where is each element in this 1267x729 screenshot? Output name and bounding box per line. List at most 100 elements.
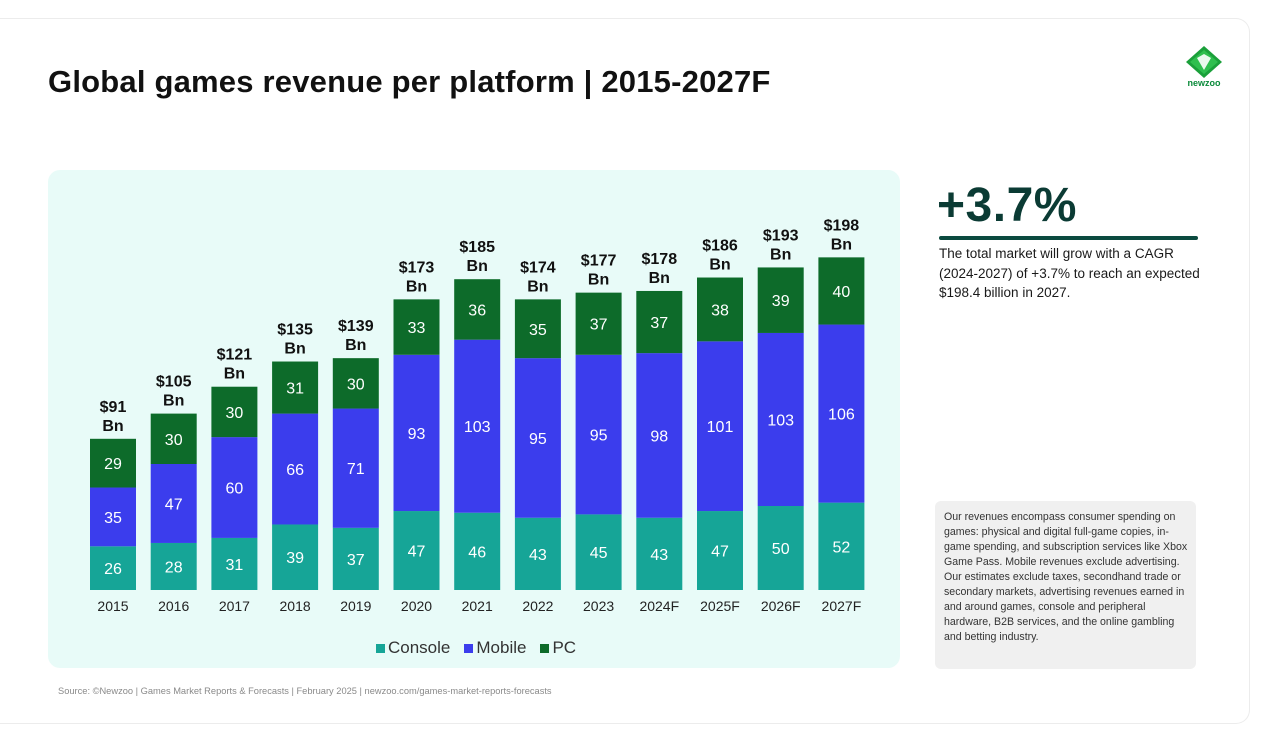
cagr-divider [939, 236, 1198, 240]
bar-label-mobile-2022: 95 [529, 431, 547, 448]
bar-pc-2022 [514, 299, 561, 359]
source-footnote: Source: ©Newzoo | Games Market Reports &… [58, 686, 552, 696]
chart-panel: 26 35 29 $91 Bn 2015 28 47 30 $105 Bn 2016 31 60 30 $12… [48, 170, 900, 668]
logo-text: newzoo [1187, 78, 1221, 88]
bar-label-console-2020: 47 [408, 544, 426, 561]
total-unit-label-2019: Bn [345, 337, 366, 354]
bar-label-console-2021: 46 [468, 544, 486, 561]
x-tick-label-2021: 2021 [462, 598, 493, 614]
bar-label-mobile-2017: 60 [226, 481, 244, 498]
bar-console-2022 [514, 517, 561, 590]
total-label-2025F: $186 [702, 238, 738, 255]
bar-console-2027F [818, 502, 865, 590]
bar-mobile-2024F [636, 353, 683, 518]
legend-label-pc: PC [552, 638, 577, 657]
legend-swatch-pc [540, 643, 550, 653]
bar-mobile-2021 [454, 339, 501, 513]
bar-label-pc-2015: 29 [104, 456, 122, 473]
bar-console-2018 [272, 524, 319, 590]
bar-console-2015 [90, 546, 136, 590]
bar-label-console-2025F: 47 [711, 544, 729, 561]
total-label-2017: $121 [217, 347, 253, 364]
bar-console-2023 [575, 514, 622, 590]
bar-pc-2024F [636, 290, 683, 354]
total-label-2022: $174 [520, 259, 556, 276]
total-label-2026F: $193 [763, 227, 799, 244]
newzoo-logo-icon [1186, 46, 1222, 78]
bar-label-console-2017: 31 [226, 557, 244, 574]
bar-label-mobile-2027F: 106 [828, 407, 855, 424]
bar-pc-2021 [454, 279, 501, 340]
bar-label-mobile-2015: 35 [104, 510, 122, 527]
x-tick-label-2018: 2018 [280, 598, 311, 614]
x-tick-label-2024F: 2024F [639, 598, 679, 614]
bar-label-mobile-2020: 93 [408, 426, 426, 443]
total-unit-label-2024F: Bn [649, 270, 670, 287]
total-label-2027F: $198 [824, 217, 860, 234]
bar-label-console-2027F: 52 [833, 539, 851, 556]
bar-mobile-2016 [150, 464, 197, 543]
bar-label-mobile-2026F: 103 [767, 412, 794, 429]
bar-console-2026F [757, 506, 804, 590]
bar-label-console-2024F: 43 [650, 547, 668, 564]
bar-label-pc-2016: 30 [165, 432, 183, 449]
bar-label-console-2015: 26 [104, 561, 122, 578]
total-label-2021: $185 [459, 239, 495, 256]
bar-mobile-2018 [272, 413, 319, 525]
page-title: Global games revenue per platform | 2015… [48, 64, 771, 99]
bar-console-2019 [332, 527, 379, 590]
x-tick-label-2017: 2017 [219, 598, 250, 614]
total-unit-label-2018: Bn [284, 341, 305, 358]
total-unit-label-2025F: Bn [709, 257, 730, 274]
total-label-2018: $135 [277, 322, 313, 339]
total-unit-label-2020: Bn [406, 278, 427, 295]
legend-label-console: Console [388, 638, 451, 657]
bar-mobile-2015 [90, 487, 136, 547]
bar-label-pc-2018: 31 [286, 381, 304, 398]
cagr-description: The total market will grow with a CAGR (… [939, 246, 1200, 300]
legend-item-mobile: Mobile [464, 638, 526, 658]
bar-console-2021 [454, 512, 501, 590]
bar-label-console-2023: 45 [590, 545, 608, 562]
bar-console-2025F [697, 511, 743, 590]
x-tick-label-2015: 2015 [97, 598, 128, 614]
total-unit-label-2015: Bn [102, 418, 123, 435]
x-tick-label-2020: 2020 [401, 598, 432, 614]
x-tick-label-2023: 2023 [583, 598, 614, 614]
bar-label-mobile-2024F: 98 [650, 428, 668, 445]
bar-label-console-2016: 28 [165, 559, 183, 576]
x-tick-label-2027F: 2027F [822, 598, 862, 614]
bar-label-pc-2019: 30 [347, 376, 365, 393]
bar-pc-2018 [272, 361, 319, 414]
bar-label-console-2022: 43 [529, 547, 547, 564]
bar-pc-2015 [90, 438, 136, 488]
bar-pc-2025F [697, 277, 743, 342]
bar-label-pc-2026F: 39 [772, 293, 790, 310]
bar-pc-2019 [332, 358, 379, 409]
bar-label-console-2018: 39 [286, 550, 304, 567]
bar-pc-2017 [211, 386, 258, 438]
methodology-note: Our revenues encompass consumer spending… [935, 501, 1196, 669]
bar-label-pc-2025F: 38 [711, 302, 729, 319]
x-tick-label-2022: 2022 [522, 598, 553, 614]
total-label-2019: $139 [338, 318, 374, 335]
chart-legend: Console Mobile PC [376, 638, 576, 658]
bar-label-pc-2023: 37 [590, 317, 608, 334]
total-unit-label-2023: Bn [588, 272, 609, 289]
bar-mobile-2023 [575, 354, 622, 515]
bar-console-2020 [393, 511, 440, 590]
total-label-2024F: $178 [642, 251, 678, 268]
bar-mobile-2020 [393, 354, 440, 512]
x-tick-label-2016: 2016 [158, 598, 189, 614]
bar-pc-2026F [757, 267, 804, 333]
total-unit-label-2016: Bn [163, 393, 184, 410]
bar-label-mobile-2016: 47 [165, 496, 183, 513]
bar-label-mobile-2019: 71 [347, 461, 365, 478]
total-label-2016: $105 [156, 374, 192, 391]
legend-swatch-console [376, 643, 385, 653]
legend-item-pc: PC [540, 638, 576, 658]
total-label-2015: $91 [100, 399, 127, 416]
legend-label-mobile: Mobile [476, 638, 527, 657]
bar-mobile-2027F [818, 324, 865, 503]
bar-label-mobile-2023: 95 [590, 428, 608, 445]
